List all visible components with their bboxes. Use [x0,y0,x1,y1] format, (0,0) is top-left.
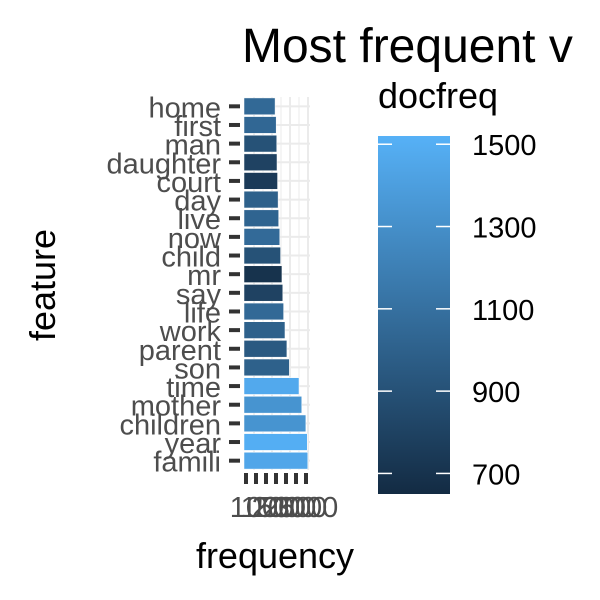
x-tick-label: 2500 [263,492,328,524]
legend: 700 900 1100 1300 1500 [378,130,537,494]
bar-work [243,321,286,339]
x-tick-label: 1500 [241,492,306,524]
bar-son [243,358,290,377]
y-tick-label: work [159,316,222,348]
x-axis-title: frequency [196,535,354,576]
y-tick-label: life [184,297,221,329]
colorbar-tick-label: 1100 [472,295,534,327]
y-tick-label: day [174,186,221,218]
bar-court [243,172,278,190]
bar-mr [243,265,283,283]
bar-time [243,377,300,395]
x-tick-label: 1000 [230,492,295,524]
bar-daughter [243,153,278,171]
y-tick-label: year [165,428,222,460]
y-tick-label: mother [131,391,222,423]
colorbar-tick-label: 900 [472,377,520,409]
y-tick-label: live [177,204,221,236]
bar-now [243,228,280,246]
y-axis-title: feature [22,229,63,341]
x-tick-label: 3000 [274,492,339,524]
y-tick-label: child [161,242,221,274]
bar-home [243,97,276,115]
y-tick-label: man [165,130,221,162]
y-tick-label: mr [187,260,221,292]
bar-year [243,433,308,451]
bar-children [243,414,307,433]
legend-title: docfreq [378,75,498,116]
y-tick-label: daughter [107,148,222,180]
bar-live [243,209,279,227]
y-tick-label: first [174,111,221,143]
bar-first [243,116,277,134]
bar-parent [243,340,288,358]
plot-panel: homefirstmandaughtercourtdaylivenowchild… [107,92,339,524]
bar-child [243,246,281,265]
y-tick-label: parent [139,335,221,367]
colorbar [378,136,450,494]
bar-man [243,134,277,153]
colorbar-tick-label: 700 [472,459,520,491]
y-tick-label: now [168,223,222,255]
x-tick-label: 2000 [252,492,317,524]
y-tick-label: children [119,409,221,441]
y-tick-label: time [166,372,221,404]
bar-famili [243,452,309,470]
y-tick-label: famili [153,447,221,479]
y-tick-label: son [174,353,221,385]
y-tick-label: say [176,279,222,311]
colorbar-tick-label: 1500 [472,130,537,162]
bar-life [243,302,284,321]
bar-mother [243,396,302,414]
bar-say [243,284,284,302]
y-tick-label: court [157,167,221,199]
bar-day [243,190,279,209]
y-tick-label: home [148,92,221,124]
colorbar-tick-label: 1300 [472,213,537,245]
chart-title: Most frequent v [242,20,573,73]
